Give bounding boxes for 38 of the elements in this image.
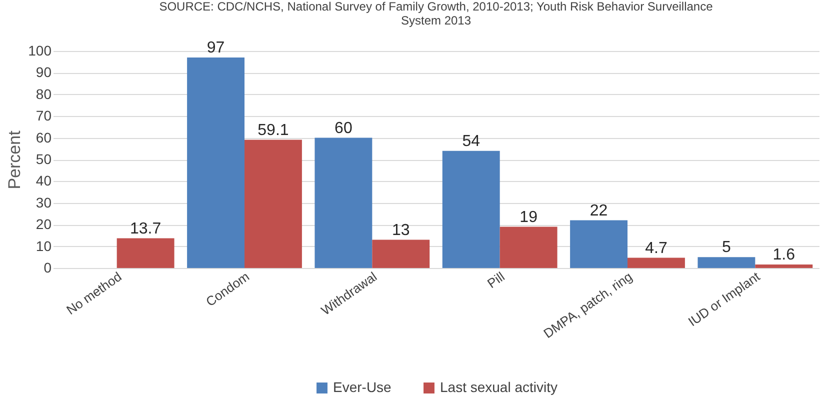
bar bbox=[755, 264, 813, 268]
data-label: 1.6 bbox=[772, 246, 796, 264]
legend-label: Last sexual activity bbox=[440, 379, 558, 395]
bar bbox=[244, 140, 302, 268]
bar bbox=[187, 58, 244, 268]
bar bbox=[698, 257, 756, 268]
y-tick-label: 0 bbox=[44, 260, 52, 276]
bar bbox=[500, 226, 558, 268]
data-label: 13.7 bbox=[130, 220, 162, 238]
legend-label: Ever-Use bbox=[333, 379, 392, 395]
data-label: 59.1 bbox=[258, 122, 289, 139]
y-tick-label: 10 bbox=[36, 238, 52, 254]
data-label: 5 bbox=[722, 239, 731, 256]
y-tick-label: 80 bbox=[36, 86, 52, 102]
y-tick-label: 90 bbox=[36, 64, 52, 80]
bar bbox=[628, 258, 685, 268]
data-label: 22 bbox=[590, 202, 608, 220]
bar bbox=[442, 150, 500, 268]
y-tick-label: 30 bbox=[36, 194, 52, 210]
bar bbox=[570, 220, 628, 268]
bar bbox=[314, 138, 372, 268]
y-tick-label: 20 bbox=[36, 216, 52, 232]
data-label: 13 bbox=[392, 222, 410, 239]
x-tick-label: Pill bbox=[484, 268, 508, 292]
data-label: 4.7 bbox=[645, 240, 668, 257]
y-axis-title: Percent bbox=[5, 130, 24, 190]
y-tick-label: 40 bbox=[36, 172, 52, 189]
bar bbox=[116, 238, 174, 268]
bar bbox=[372, 240, 430, 268]
y-tick-label: 100 bbox=[28, 42, 52, 58]
data-label: 60 bbox=[334, 120, 352, 137]
source-note: SOURCE: CDC/NCHS, National Survey of Family Growth, 2010-2013; Youth Risk Behavior Surveillance System 2013 bbox=[159, 0, 714, 28]
y-tick-label: 70 bbox=[36, 108, 52, 124]
y-tick-label: 50 bbox=[36, 151, 52, 167]
y-tick-label: 60 bbox=[36, 129, 52, 146]
data-label: 97 bbox=[206, 40, 225, 57]
data-label: 19 bbox=[520, 208, 538, 226]
data-label: 54 bbox=[462, 132, 480, 150]
